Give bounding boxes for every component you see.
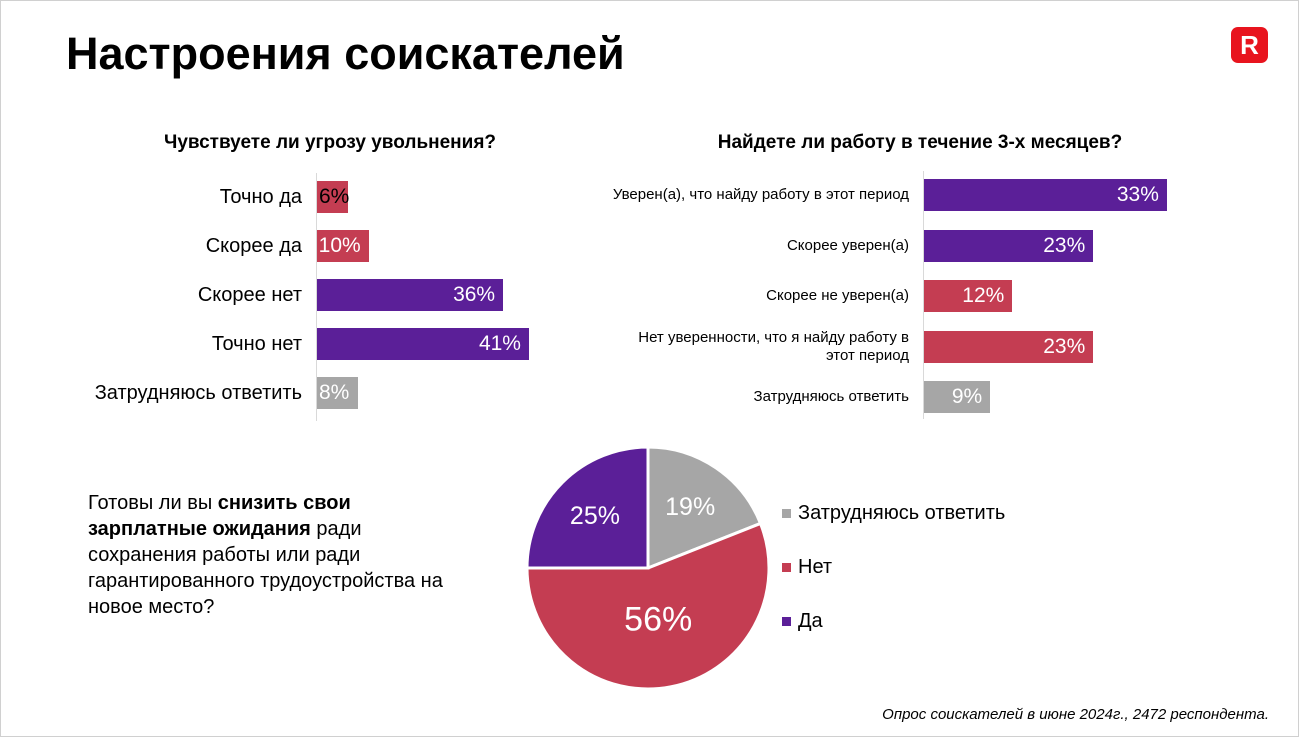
- data-label: 23%: [1043, 233, 1086, 257]
- legend-swatch: [782, 509, 791, 518]
- legend-item: Да: [782, 610, 823, 633]
- legend-item: Нет: [782, 556, 832, 579]
- legend-label: Да: [798, 610, 823, 632]
- bar: 6%: [317, 181, 350, 213]
- data-label: 8%: [319, 381, 350, 404]
- category-label: Нет уверенности, что я найду работу в эт…: [638, 328, 909, 364]
- data-label: 41%: [478, 332, 521, 355]
- bar: 10%: [317, 230, 369, 262]
- chart2-title: Найдете ли работу в течение 3-х месяцев?: [717, 132, 1123, 153]
- data-label: 36%: [453, 283, 496, 306]
- category-label: Уверен(а), что найду работу в этот перио…: [612, 186, 909, 203]
- category-label: Скорее да: [205, 235, 302, 257]
- data-label: 12%: [962, 284, 1005, 307]
- category-label: Точно нет: [211, 333, 302, 355]
- data-label: 23%: [1043, 334, 1086, 358]
- data-label: 9%: [951, 385, 983, 408]
- bar: 8%: [317, 377, 359, 409]
- page-title: Настроения соискателей: [66, 28, 625, 79]
- bar: 23%: [924, 229, 1094, 262]
- bar: 12%: [924, 280, 1013, 312]
- legend-swatch: [782, 563, 791, 572]
- pie-label: 56%: [624, 600, 692, 638]
- logo: R: [1231, 27, 1268, 63]
- category-label: Затрудняюсь ответить: [94, 382, 302, 404]
- data-label: 10%: [318, 234, 361, 257]
- pie-label: 19%: [665, 493, 715, 521]
- question-text: Готовы ли вы: [88, 492, 218, 514]
- legend-swatch: [782, 617, 791, 626]
- category-label: Точно да: [219, 186, 302, 208]
- bar: 41%: [317, 328, 529, 360]
- pie-chart: 19% 56% 25%: [525, 445, 771, 691]
- footnote: Опрос соискателей в июне 2024г., 2472 ре…: [882, 706, 1269, 723]
- legend-item: Затрудняюсь ответить: [782, 502, 1005, 525]
- pie-question: Готовы ли вы снизить свои зарплатные ожи…: [88, 490, 448, 620]
- category-label: Скорее не уверен(а): [766, 287, 909, 304]
- category-label: Скорее нет: [197, 284, 302, 306]
- pie-slice: [525, 445, 650, 570]
- bar: 23%: [924, 330, 1094, 363]
- axis-line: [923, 171, 924, 419]
- bar: 33%: [924, 179, 1167, 211]
- question-text-end: ради сохранения работы или ради гарантир…: [88, 518, 443, 618]
- pie-label: 25%: [570, 502, 620, 530]
- data-label: 33%: [1116, 183, 1159, 206]
- data-label: 6%: [319, 185, 350, 208]
- legend-label: Нет: [798, 556, 833, 578]
- chart1-title: Чувствуете ли угрозу увольнения?: [163, 132, 497, 153]
- axis-line: [316, 173, 317, 421]
- category-label: Скорее уверен(а): [786, 236, 909, 254]
- pie-slice: [646, 445, 763, 571]
- pie-slice: [525, 521, 771, 691]
- bar: 36%: [317, 279, 504, 311]
- bar: 9%: [924, 381, 991, 413]
- category-label: Затрудняюсь ответить: [753, 388, 909, 405]
- question-bold: снизить свои зарплатные ожидания: [88, 492, 351, 540]
- legend-label: Затрудняюсь ответить: [798, 502, 1006, 524]
